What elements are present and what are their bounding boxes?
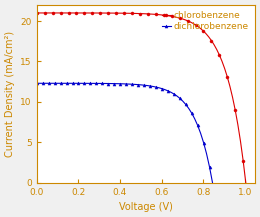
Y-axis label: Current Density (mA/cm²): Current Density (mA/cm²) [5, 31, 15, 157]
dichlorobenzene [145, 84, 148, 87]
dichlorobenzene [211, 181, 214, 184]
Legend: chlorobenzene, dichlorobenzene: chlorobenzene, dichlorobenzene [160, 9, 251, 33]
chlorobenzene [35, 12, 38, 14]
dichlorobenzene [92, 82, 95, 85]
dichlorobenzene [86, 82, 89, 85]
chlorobenzene [178, 17, 181, 19]
chlorobenzene [160, 14, 163, 16]
dichlorobenzene [95, 82, 98, 85]
Line: dichlorobenzene: dichlorobenzene [35, 82, 214, 184]
dichlorobenzene [65, 82, 68, 85]
dichlorobenzene [80, 82, 83, 85]
chlorobenzene [170, 15, 173, 18]
chlorobenzene [220, 60, 224, 62]
chlorobenzene [128, 12, 131, 15]
chlorobenzene [244, 181, 247, 184]
chlorobenzene [162, 14, 165, 16]
dichlorobenzene [35, 82, 38, 85]
X-axis label: Voltage (V): Voltage (V) [119, 202, 173, 212]
Line: chlorobenzene: chlorobenzene [35, 12, 247, 184]
